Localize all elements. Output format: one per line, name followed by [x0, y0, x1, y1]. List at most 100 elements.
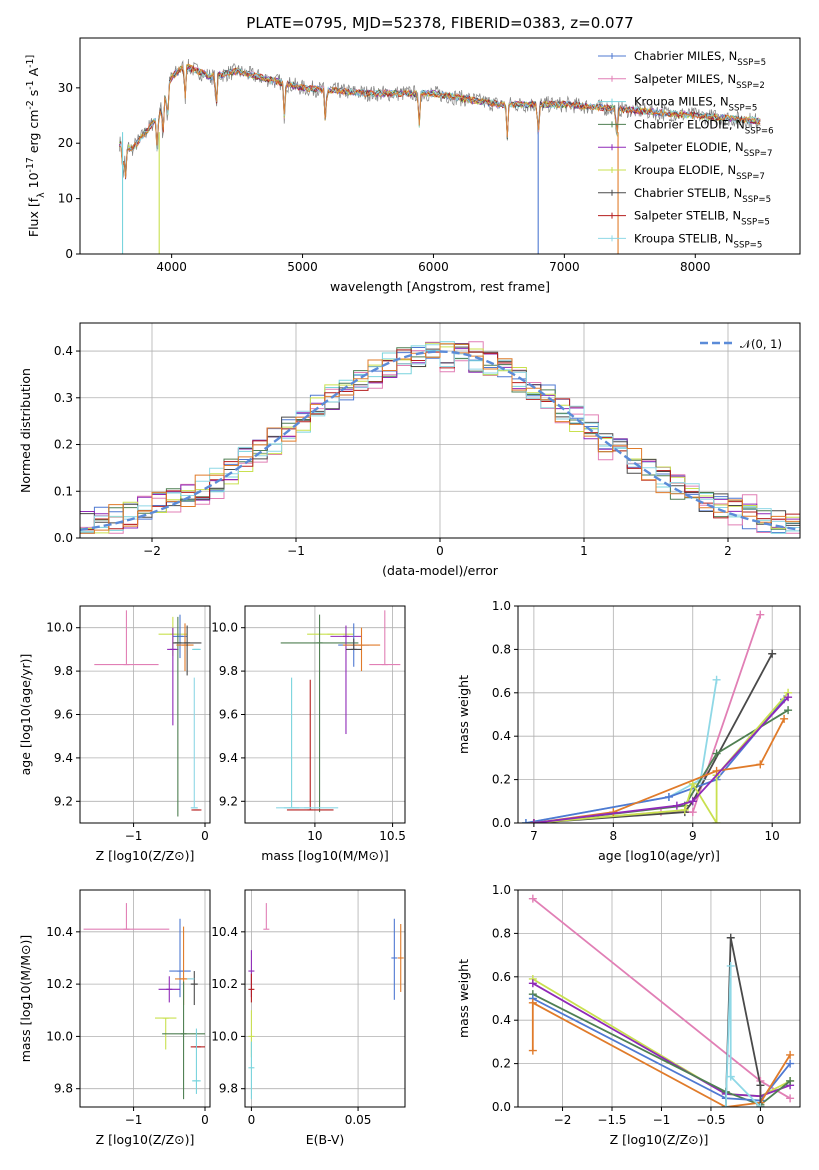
x-tick-label: 10	[307, 829, 322, 843]
spectrum-plot-area	[118, 58, 761, 254]
y-tick-label: 9.4	[219, 751, 238, 765]
errorbar-point	[94, 610, 159, 666]
errorbar-point	[190, 677, 198, 809]
weight-series-line	[724, 965, 762, 1107]
errorbar-point	[162, 981, 205, 1100]
errorbar-point	[248, 1041, 255, 1100]
legend-label: Kroupa ELODIE, NSSP=7	[634, 163, 765, 182]
y-tick-label: 10.2	[211, 977, 238, 991]
y-tick-label: 10.4	[46, 925, 73, 939]
plus-marker	[786, 1076, 795, 1085]
y-tick-label: 0.6	[492, 970, 511, 984]
x-tick-label: 0	[248, 1113, 256, 1127]
x-tick-label: −2	[554, 1113, 572, 1127]
weight-series-line	[525, 698, 785, 823]
x-tick-label: −1.5	[597, 1113, 626, 1127]
y-tick-label: 0.0	[54, 531, 73, 545]
histogram-legend: 𝒩(0, 1)	[700, 337, 782, 351]
errorbar-point	[176, 623, 194, 672]
y-axis-label: mass [log10(M/M⊙)]	[18, 935, 33, 1063]
errorbar-point	[391, 918, 398, 1000]
x-tick-label: −0.5	[696, 1113, 725, 1127]
y-tick-label: 0.4	[492, 729, 511, 743]
weight-series-line	[531, 1001, 791, 1107]
plus-marker	[528, 894, 537, 903]
x-tick-label: 0	[201, 829, 209, 843]
errorbar-point	[158, 976, 180, 1003]
x-tick-label: −1	[287, 544, 305, 558]
errorbar-point	[190, 971, 198, 1006]
x-tick-label: 9	[689, 829, 697, 843]
errorbar-point	[345, 638, 362, 650]
y-tick-label: 20	[58, 136, 73, 150]
plus-marker	[688, 797, 697, 806]
x-axis-label: wavelength [Angstrom, rest frame]	[330, 279, 550, 294]
x-axis-label: E(B-V)	[306, 1132, 345, 1147]
y-tick-label: 9.8	[54, 664, 73, 678]
plus-marker	[712, 749, 721, 758]
x-tick-label: 0.05	[345, 1113, 372, 1127]
y-tick-label: 0.0	[492, 816, 511, 830]
weight-series-line	[533, 614, 762, 823]
x-tick-label: 7000	[549, 260, 580, 274]
y-tick-label: 1.0	[492, 599, 511, 613]
x-tick-label: 5000	[287, 260, 318, 274]
y-tick-label: 0.2	[492, 773, 511, 787]
plus-marker	[529, 819, 538, 823]
y-tick-label: 9.8	[219, 664, 238, 678]
x-tick-label: 2	[724, 544, 732, 558]
legend-label: Salpeter MILES, NSSP=2	[634, 72, 765, 91]
legend-label: Salpeter ELODIE, NSSP=7	[634, 140, 772, 159]
x-tick-label: 0	[201, 1113, 209, 1127]
plus-marker	[528, 1046, 537, 1055]
legend-label: 𝒩(0, 1)	[740, 337, 782, 351]
plus-marker	[784, 706, 793, 715]
plus-marker	[726, 961, 735, 970]
plus-marker	[528, 998, 537, 1007]
y-tick-label: 10.4	[211, 925, 238, 939]
y-axis-label: mass weight	[456, 959, 471, 1038]
mass-vs-Z-plot-area	[83, 903, 205, 1100]
figure-title: PLATE=0795, MJD=52378, FIBERID=0383, z=0…	[246, 14, 633, 32]
plus-marker	[680, 805, 689, 814]
age-vs-Z-plot-area	[94, 610, 202, 817]
plus-marker	[664, 792, 673, 801]
spectrum-axes: 4000 5000 6000 7000 8000 0 10 20 30 wavelength [A…	[25, 37, 801, 294]
legend-label: Kroupa MILES, NSSP=5	[634, 95, 757, 114]
errorbar-point	[172, 625, 202, 676]
axes-frame	[517, 889, 801, 1108]
x-axis-label: Z [log10(Z/Z⊙)]	[610, 1132, 709, 1147]
plus-marker	[712, 819, 721, 823]
errorbar-point	[83, 903, 170, 930]
age-vs-mass-plot-area	[276, 610, 401, 813]
x-tick-label: −1	[653, 1113, 671, 1127]
y-tick-label: 30	[58, 81, 73, 95]
errorbar-point	[280, 614, 359, 813]
y-tick-label: 0.1	[54, 484, 73, 498]
y-tick-label: 0.4	[54, 344, 73, 358]
y-tick-label: 0.2	[54, 438, 73, 452]
y-tick-label: 0.0	[492, 1100, 511, 1114]
plus-marker	[768, 649, 777, 658]
plus-marker	[756, 760, 765, 769]
weight-series-line	[533, 696, 789, 823]
x-tick-label: 0	[757, 1113, 765, 1127]
legend-label: Chabrier STELIB, NSSP=5	[634, 186, 771, 205]
y-tick-label: 10.0	[46, 1029, 73, 1043]
mass-weight-vs-Z-axes: −2 −1.5 −1 −0.5 0 0.0 0.2 0.4 0.6 0.8 1.0 Z [log10(…	[456, 883, 801, 1147]
x-axis-label: age [log10(age/yr)]	[598, 848, 720, 863]
mass-vs-Z-axes: −1 0 9.8 10.0 10.2 10.4 Z [log10(Z/Z⊙)] mass [l…	[18, 889, 211, 1147]
legend-label: Kroupa STELIB, NSSP=5	[634, 231, 762, 250]
age-vs-mass-axes: 10 10.5 9.2 9.4 9.6 9.8 10.0 mass [log10(M/M⊙)]	[211, 605, 406, 863]
y-tick-label: 9.8	[54, 1082, 73, 1096]
plus-marker	[726, 1072, 735, 1081]
x-axis-label: (data-model)/error	[382, 563, 499, 578]
errorbar-point	[263, 903, 270, 930]
spectrum-series-line	[119, 63, 761, 179]
residual-histogram-axes: −2 −1 0 1 2 0.0 0.1 0.2 0.3 0.4 (data-model)/error…	[18, 322, 801, 578]
errorbar-point	[192, 1028, 201, 1094]
errorbar-point	[330, 625, 362, 735]
plus-marker	[712, 675, 721, 684]
y-tick-label: 10.0	[46, 621, 73, 635]
